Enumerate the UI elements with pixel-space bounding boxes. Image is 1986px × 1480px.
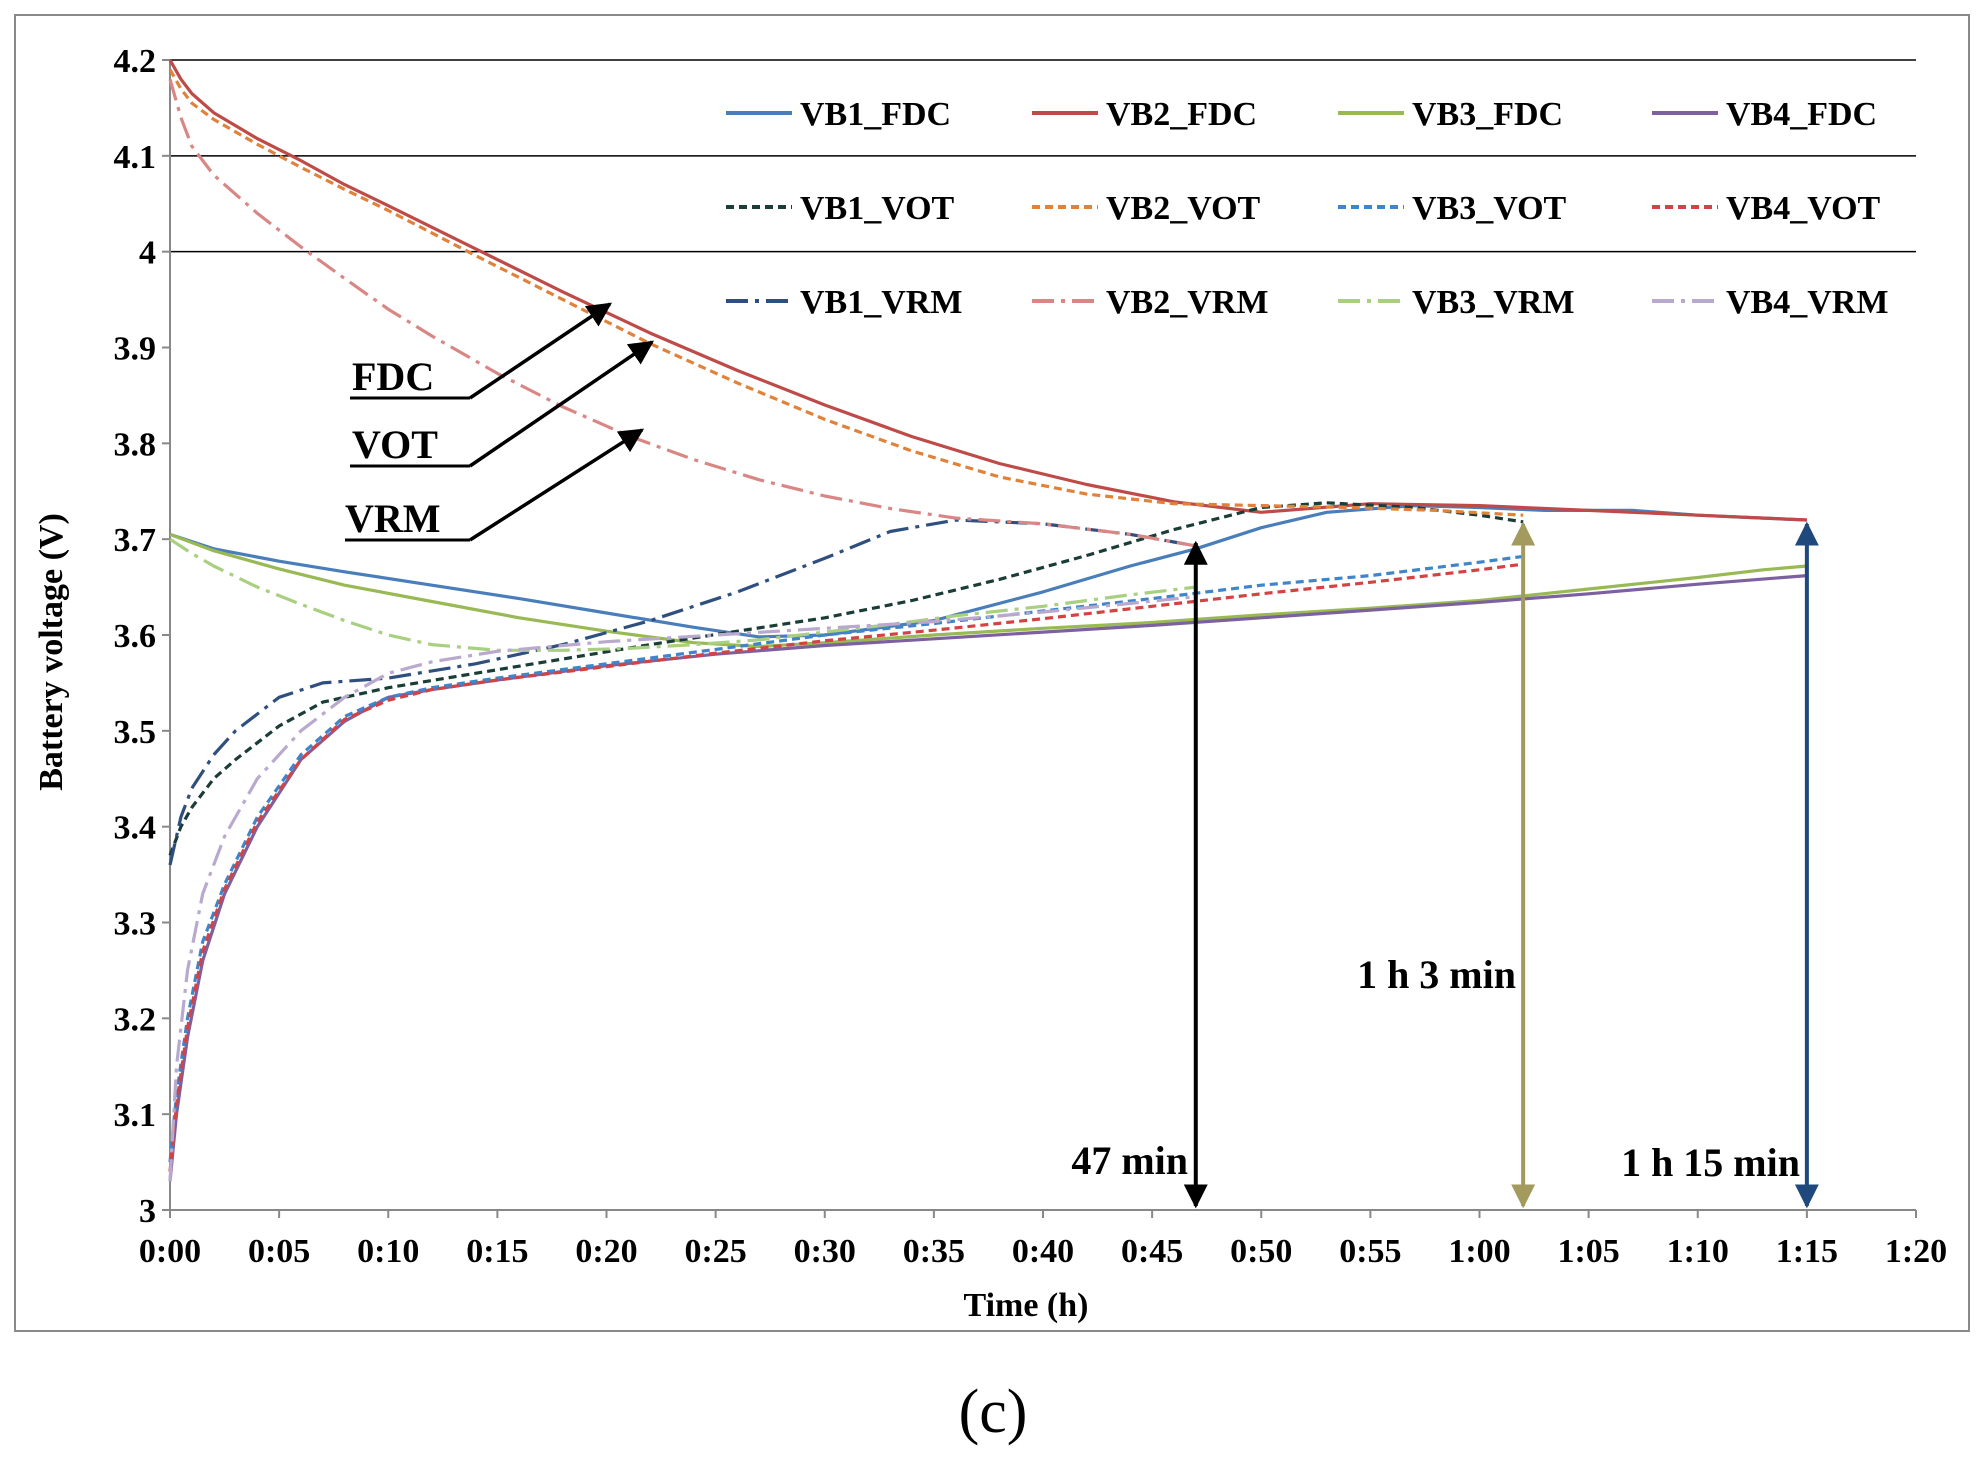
y-tick-label: 3.8 (114, 426, 157, 463)
series-line-vb4-vot (168, 562, 1524, 1172)
legend-label-vb3-fdc: VB3_FDC (1412, 96, 1563, 133)
legend-label-vb4-vot: VB4_VOT (1726, 190, 1881, 227)
x-axis-title: Time (h) (964, 1287, 1089, 1324)
series-line-vb1-vrm (168, 518, 1197, 866)
x-tick-label: 0:05 (248, 1233, 310, 1270)
series-line-vb2-fdc (168, 59, 1807, 522)
x-tick-label: 0:55 (1339, 1233, 1401, 1270)
y-axis-title: Battery voltage (V) (33, 513, 70, 791)
series-line-vb3-vot (168, 554, 1524, 1163)
y-tick-label: 3.5 (114, 714, 157, 751)
y-tick-label: 4.2 (114, 43, 157, 80)
y-tick-label: 3.2 (114, 1001, 157, 1038)
x-tick-label: 0:45 (1121, 1233, 1183, 1270)
time-marker-label: 1 h 3 min (1357, 952, 1516, 997)
x-tick-label: 0:10 (357, 1233, 419, 1270)
y-tick-label: 4 (139, 235, 156, 272)
x-tick-label: 0:20 (575, 1233, 637, 1270)
series-line-vb3-fdc (169, 532, 1808, 649)
curve-label-arrow (469, 428, 645, 542)
curve-label-fdc: FDC (352, 354, 434, 399)
series-line-vb3-vrm (169, 537, 1196, 652)
legend-label-vb1-vot: VB1_VOT (800, 190, 955, 227)
curve-label-arrow (469, 340, 655, 468)
y-tick-label: 3.3 (114, 906, 157, 943)
series-line-vb4-vrm (168, 595, 1196, 1182)
legend-label-vb1-vrm: VB1_VRM (800, 284, 962, 321)
series-line-vb2-vrm (168, 78, 1197, 548)
x-tick-label: 1:05 (1557, 1233, 1619, 1270)
x-tick-label: 0:30 (794, 1233, 856, 1270)
x-tick-label: 0:50 (1230, 1233, 1292, 1270)
curve-label-arrow (469, 302, 613, 400)
series-line-vb1-vot (168, 501, 1524, 856)
x-tick-label: 0:00 (139, 1233, 201, 1270)
y-tick-label: 3.6 (114, 618, 157, 655)
figure-caption: (c) (959, 1378, 1028, 1446)
legend-label-vb4-vrm: VB4_VRM (1726, 284, 1888, 321)
x-tick-label: 1:20 (1885, 1233, 1947, 1270)
y-tick-label: 3 (139, 1193, 156, 1230)
y-tick-label: 3.9 (114, 331, 157, 368)
series-line-vb2-vot (168, 68, 1524, 517)
y-tick-label: 3.1 (114, 1097, 157, 1134)
curve-label-vrm: VRM (345, 496, 441, 541)
legend-label-vb2-vot: VB2_VOT (1106, 190, 1261, 227)
legend-label-vb3-vot: VB3_VOT (1412, 190, 1567, 227)
legend-label-vb4-fdc: VB4_FDC (1726, 96, 1877, 133)
time-marker-label: 1 h 15 min (1621, 1140, 1800, 1185)
legend-label-vb3-vrm: VB3_VRM (1412, 284, 1574, 321)
x-tick-label: 0:25 (684, 1233, 746, 1270)
time-marker-label: 47 min (1071, 1138, 1188, 1183)
x-tick-label: 1:00 (1448, 1233, 1510, 1270)
x-tick-label: 0:15 (466, 1233, 528, 1270)
legend-label-vb2-fdc: VB2_FDC (1106, 96, 1257, 133)
y-tick-label: 3.7 (114, 522, 157, 559)
x-tick-label: 1:15 (1776, 1233, 1838, 1270)
x-tick-label: 0:40 (1012, 1233, 1074, 1270)
y-tick-label: 3.4 (114, 810, 157, 847)
legend-label-vb2-vrm: VB2_VRM (1106, 284, 1268, 321)
legend-label-vb1-fdc: VB1_FDC (800, 96, 951, 133)
curve-label-vot: VOT (352, 422, 438, 467)
chart-frame (14, 14, 1970, 1332)
x-tick-label: 0:35 (903, 1233, 965, 1270)
x-tick-label: 1:10 (1667, 1233, 1729, 1270)
y-tick-label: 4.1 (114, 139, 157, 176)
